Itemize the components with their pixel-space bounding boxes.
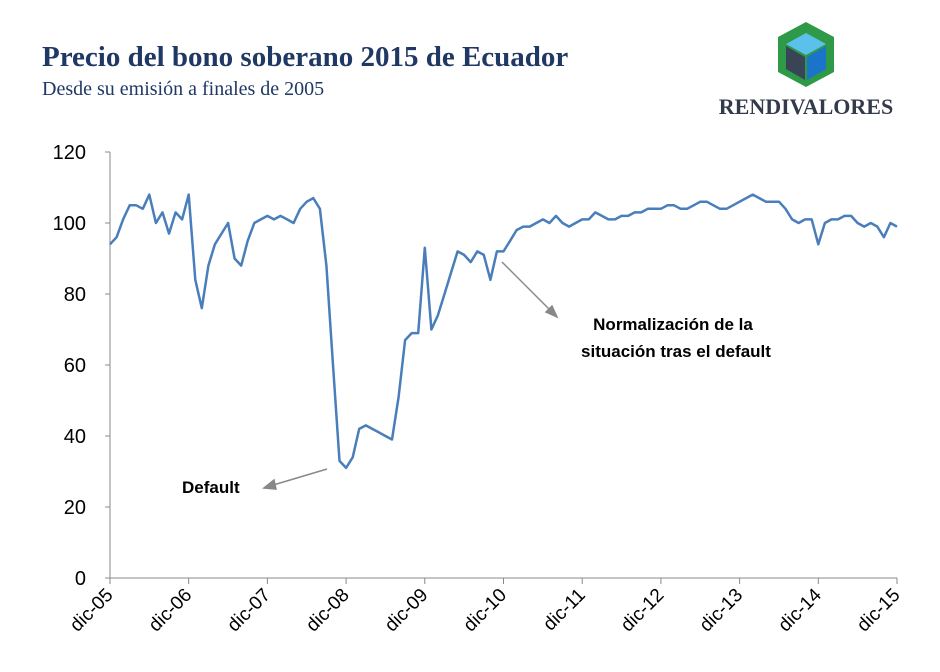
chart-title: Precio del bono soberano 2015 de Ecuador — [42, 41, 568, 73]
x-tick-label: dic-05 — [66, 585, 117, 636]
annotation: Normalización de la — [593, 315, 753, 334]
y-tick-label: 20 — [64, 497, 86, 519]
x-tick-label: dic-11 — [539, 585, 589, 635]
y-tick-label: 100 — [53, 213, 86, 235]
x-tick-label: dic-13 — [696, 585, 747, 636]
chart-subtitle: Desde su emisión a finales de 2005 — [42, 78, 324, 100]
y-tick-label: 60 — [64, 355, 86, 377]
line-series — [109, 193, 898, 470]
y-tick-label: 80 — [64, 284, 86, 306]
x-tick-label: dic-07 — [223, 585, 274, 636]
logo-text: RENDIVALORES — [719, 94, 893, 119]
x-tick-label: dic-09 — [381, 585, 432, 636]
logo-icon — [778, 22, 834, 87]
y-tick-label: 0 — [75, 568, 86, 590]
annotation: situación tras el default — [581, 342, 771, 361]
x-tick-label: dic-15 — [853, 585, 904, 636]
annotation-arrow — [262, 261, 559, 490]
x-tick-label: dic-12 — [617, 585, 668, 636]
x-tick-label: dic-14 — [774, 584, 826, 636]
y-tick-label: 40 — [64, 426, 86, 448]
x-tick-label: dic-08 — [302, 585, 353, 636]
x-tick-label: dic-06 — [145, 585, 196, 636]
annotation: Default — [182, 478, 240, 497]
x-tick-label: dic-10 — [460, 585, 511, 636]
y-tick-label: 120 — [53, 142, 86, 164]
